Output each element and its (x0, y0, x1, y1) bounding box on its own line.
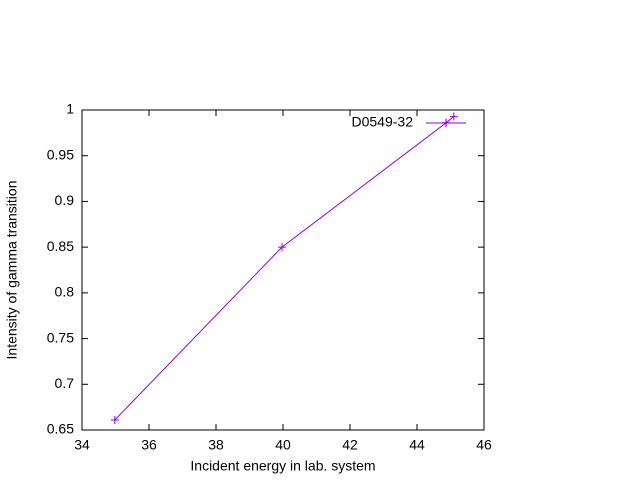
x-tick-label: 34 (74, 437, 90, 453)
y-tick-label: 0.95 (47, 146, 74, 162)
y-axis-label: Intensity of gamma transition (4, 181, 20, 360)
legend-point (442, 119, 450, 127)
point (277, 243, 286, 252)
x-tick-label: 42 (342, 437, 358, 453)
series-line (114, 116, 455, 421)
plot-border (81, 109, 485, 431)
y-tick-label: 0.85 (47, 238, 74, 254)
x-tick-label: 38 (208, 437, 224, 453)
x-tick-label: 40 (275, 437, 291, 453)
y-tick-label: 0.7 (55, 375, 75, 391)
x-tick-label: 46 (476, 437, 492, 453)
y-tick-label: 1 (66, 101, 74, 117)
point (449, 112, 458, 121)
x-tick-label: 44 (409, 437, 425, 453)
point (110, 415, 119, 424)
x-tick-label: 36 (141, 437, 157, 453)
y-tick-label: 0.8 (55, 284, 75, 300)
y-tick-label: 0.65 (47, 421, 74, 437)
legend-label: D0549-32 (352, 114, 414, 130)
y-tick-label: 0.75 (47, 329, 74, 345)
x-axis-label: Incident energy in lab. system (190, 458, 375, 474)
y-tick-label: 0.9 (55, 192, 75, 208)
